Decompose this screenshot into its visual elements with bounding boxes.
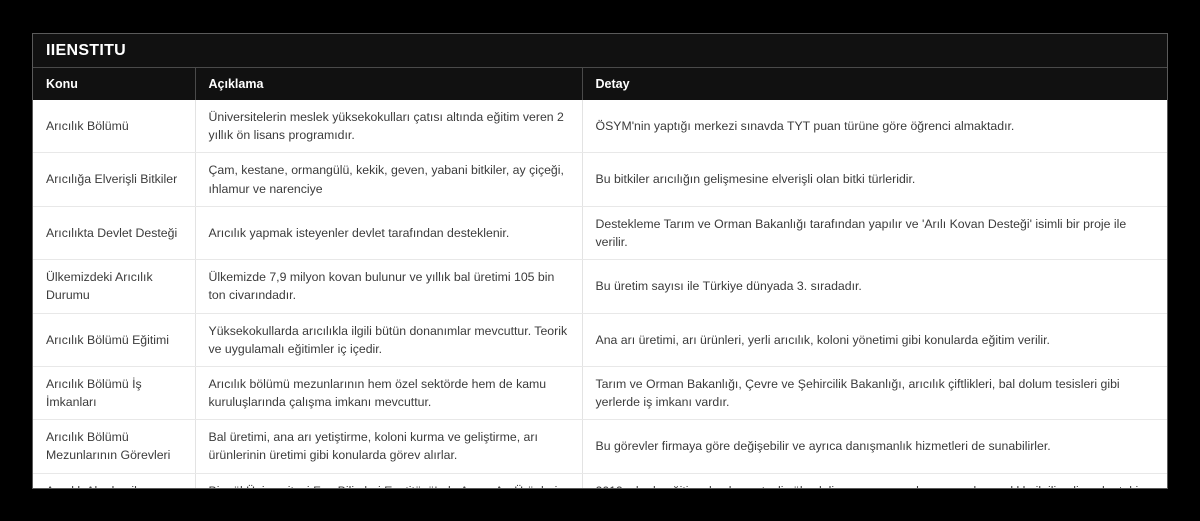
cell-detay: 2019 yılında eğitime başlayan tezli yüks… xyxy=(582,473,1167,488)
cell-aciklama: Çam, kestane, ormangülü, kekik, geven, y… xyxy=(195,152,583,207)
table-header-row: Konu Açıklama Detay xyxy=(33,68,1167,100)
cell-detay: Ana arı üretimi, arı ürünleri, yerli arı… xyxy=(582,313,1167,367)
cell-aciklama: Arıcılık yapmak isteyenler devlet tarafı… xyxy=(195,206,583,261)
table-title-bar: IIENSTITU xyxy=(33,34,1167,68)
cell-konu: Arıcılığa Elverişli Bitkiler xyxy=(33,152,196,207)
cell-aciklama: Bingöl Üniversitesi Fen Bilimleri Enstit… xyxy=(195,473,583,488)
column-header-aciklama[interactable]: Açıklama xyxy=(195,68,583,100)
table-row: Arıcılık Akademik AraştırmalarıBingöl Ün… xyxy=(33,473,1167,488)
cell-konu: Arıcılıkta Devlet Desteği xyxy=(33,206,196,261)
cell-detay: ÖSYM'nin yaptığı merkezi sınavda TYT pua… xyxy=(582,100,1167,154)
table-body: Arıcılık Bölümü Üniversitelerin meslek yü… xyxy=(33,100,1167,488)
cell-detay: Bu görevler firmaya göre değişebilir ve … xyxy=(582,419,1167,474)
table-row: Arıcılıkta Devlet Desteği Arıcılık yapmak… xyxy=(33,206,1167,261)
cell-konu: Arıcılık Akademik Araştırmaları xyxy=(33,473,196,488)
table-body-wrapper: Arıcılık Bölümü Üniversitelerin meslek yü… xyxy=(33,100,1167,488)
cell-konu: Arıcılık Bölümü Eğitimi xyxy=(33,313,196,367)
table-header-wrapper: Konu Açıklama Detay xyxy=(33,68,1167,100)
table-row: Arıcılık Bölümü Üniversitelerin meslek yü… xyxy=(33,100,1167,154)
cell-konu: Arıcılık Bölümü İş İmkanları xyxy=(33,366,196,421)
table-row: Ülkemizdeki Arıcılık Durumu Ülkemizde 7,9… xyxy=(33,259,1167,314)
table-row: Arıcılık Bölümü Mezunlarının Görevleri Ba… xyxy=(33,419,1167,474)
cell-konu: Ülkemizdeki Arıcılık Durumu xyxy=(33,259,196,314)
table-row: Arıcılık Bölümü İş İmkanları Arıcılık böl… xyxy=(33,366,1167,421)
column-header-detay[interactable]: Detay xyxy=(582,68,1167,100)
cell-aciklama: Arıcılık bölümü mezunlarının hem özel se… xyxy=(195,366,583,421)
cell-aciklama: Üniversitelerin meslek yüksekokulları ça… xyxy=(195,100,583,154)
table-row: Arıcılığa Elverişli Bitkiler Çam, kestane… xyxy=(33,152,1167,207)
cell-aciklama: Yüksekokullarda arıcılıkla ilgili bütün … xyxy=(195,313,583,367)
cell-detay: Destekleme Tarım ve Orman Bakanlığı tara… xyxy=(582,206,1167,261)
info-table-card: IIENSTITU Konu Açıklama Detay xyxy=(32,33,1168,489)
cell-detay: Bu üretim sayısı ile Türkiye dünyada 3. … xyxy=(582,259,1167,314)
table-header: Konu Açıklama Detay xyxy=(33,68,1167,100)
column-header-konu[interactable]: Konu xyxy=(33,68,196,100)
table-row: Arıcılık Bölümü Eğitimi Yüksekokullarda a… xyxy=(33,313,1167,367)
cell-detay: Tarım ve Orman Bakanlığı, Çevre ve Şehir… xyxy=(582,366,1167,421)
cell-konu: Arıcılık Bölümü xyxy=(33,100,196,154)
cell-konu: Arıcılık Bölümü Mezunlarının Görevleri xyxy=(33,419,196,474)
cell-aciklama: Ülkemizde 7,9 milyon kovan bulunur ve yı… xyxy=(195,259,583,314)
brand-title: IIENSTITU xyxy=(46,41,127,59)
cell-aciklama: Bal üretimi, ana arı yetiştirme, koloni … xyxy=(195,419,583,474)
cell-detay: Bu bitkiler arıcılığın gelişmesine elver… xyxy=(582,152,1167,207)
